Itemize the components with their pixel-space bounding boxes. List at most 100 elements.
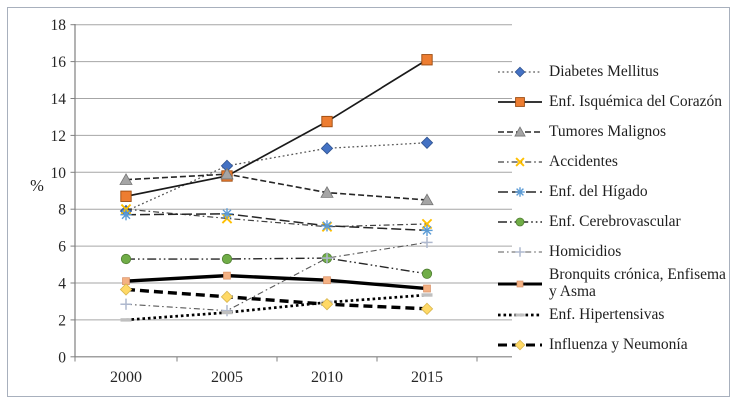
data-point-enf-isquemica-del-corazon-2000 [120, 190, 132, 202]
data-point-marker-icon [421, 293, 433, 297]
legend-item-diabetes-mellitus: Diabetes Mellitus [497, 57, 729, 87]
data-point-marker-icon [120, 190, 132, 202]
data-point-tumores-malignos-2010 [320, 185, 334, 198]
data-point-marker-icon [421, 268, 433, 279]
data-point-influenza-y-neumonia-2015 [420, 302, 434, 315]
legend-swatch-tumores-malignos [498, 126, 542, 137]
y-tick-label: 16 [51, 54, 67, 71]
legend-swatch-enf-del-higado [498, 187, 542, 197]
series-bronquits-cronica-enfisema-y-asma [122, 271, 431, 293]
legend-item-enf-cerebrovascular: Enf. Cerebrovascular [497, 207, 729, 237]
x-tick-label: 2010 [311, 369, 343, 386]
y-tick-label: 8 [58, 202, 66, 219]
data-point-diabetes-mellitus-2010 [320, 142, 334, 155]
data-point-marker-icon [420, 302, 434, 315]
data-point-marker-icon [121, 210, 131, 220]
legend-swatch-enf-cerebrovascular [498, 217, 542, 227]
data-point-marker-icon [320, 142, 334, 155]
data-point-enf-del-higado-2005 [221, 208, 233, 220]
data-point-marker-icon [322, 221, 332, 231]
series-line-homicidios [125, 241, 428, 312]
legend-swatch-homicidios [498, 247, 542, 257]
data-point-enf-hipertensivas-2015 [421, 293, 433, 297]
data-point-marker-icon [321, 115, 333, 128]
data-point-diabetes-mellitus-2015 [420, 136, 434, 149]
data-point-marker-icon [221, 310, 233, 315]
data-point-enf-hipertensivas-2005 [221, 310, 233, 315]
data-point-marker-icon [514, 66, 526, 78]
legend-label: Enf. del Hígado [549, 182, 648, 200]
series-line-enf-hipertensivas [125, 293, 428, 322]
x-tick-label: 2005 [211, 369, 243, 386]
legend-label: Diabetes Mellitus [549, 62, 659, 80]
data-point-marker-icon [423, 284, 431, 293]
series-homicidios [120, 236, 433, 317]
data-point-marker-icon [515, 217, 525, 227]
y-tick-label: 10 [51, 165, 67, 182]
y-tick-label: 2 [58, 312, 66, 329]
data-point-enf-isquemica-del-corazon-2010 [321, 115, 333, 128]
y-tick-label: 6 [58, 239, 66, 256]
legend-item-enf-del-higado: Enf. del Hígado [497, 177, 729, 207]
legend-label: Homicidios [549, 242, 622, 260]
legend-label: Influenza y Neumonía [549, 336, 688, 354]
legend-swatch-accidentes [498, 157, 542, 167]
x-tick-label: 2015 [411, 369, 443, 386]
data-point-marker-icon [515, 157, 525, 167]
y-tick-label: 14 [51, 91, 67, 108]
data-point-influenza-y-neumonia-2010 [320, 298, 334, 311]
data-point-marker-icon [119, 173, 133, 185]
data-point-homicidios-2010 [321, 252, 333, 264]
y-tick-label: 18 [51, 17, 67, 34]
y-tick-label: 0 [58, 349, 66, 366]
series-line-enf-cerebrovascular [126, 257, 428, 275]
legend-label: Enf. Hipertensivas [549, 306, 665, 324]
series-influenza-y-neumonia [119, 283, 434, 315]
series-line-enf-isquemica-del-corazon [125, 59, 428, 198]
legend-swatch-enf-isquemica-del-corazon [498, 97, 542, 107]
data-point-tumores-malignos-2015 [420, 193, 434, 206]
legend-swatch-influenza-y-neumonia [498, 340, 542, 351]
data-point-bronquits-cronica-enfisema-y-asma-2010 [323, 276, 331, 285]
data-point-enf-del-higado-2015 [421, 224, 433, 237]
legend-swatch-bronquits-cronica-enfisema-y-asma [498, 280, 542, 288]
series-line-accidentes [125, 208, 428, 228]
legend-item-accidentes: Accidentes [497, 147, 729, 177]
legend-item-enf-hipertensivas: Enf. Hipertensivas [497, 300, 729, 330]
data-point-marker-icon [516, 188, 524, 196]
legend-label: Accidentes [549, 152, 618, 170]
series-line-bronquits-cronica-enfisema-y-asma [125, 273, 428, 291]
data-point-marker-icon [320, 185, 334, 198]
data-point-enf-hipertensivas-2000 [120, 318, 132, 322]
chart-outer-frame [7, 7, 730, 397]
data-point-marker-icon [119, 283, 133, 296]
data-point-marker-icon [420, 193, 434, 206]
series-tumores-malignos [119, 167, 434, 206]
series-enf-isquemica-del-corazon [120, 54, 433, 202]
legend-item-bronquits-cronica-enfisema-y-asma: Bronquits crónica, Enfisema y Asma [497, 266, 729, 300]
chart-legend: Diabetes Mellitus Enf. Isquémica del Cora… [497, 57, 729, 360]
data-point-marker-icon [223, 271, 231, 280]
data-point-marker-icon [420, 136, 434, 149]
legend-label: Enf. Isquémica del Corazón [549, 92, 723, 110]
legend-swatch-diabetes-mellitus [498, 66, 542, 78]
y-tick-label: 4 [58, 276, 66, 293]
data-point-homicidios-2005 [221, 305, 233, 317]
legend-item-enf-isquemica-del-corazon: Enf. Isquémica del Corazón [497, 87, 729, 117]
data-point-marker-icon [514, 340, 526, 351]
data-point-homicidios-2015 [421, 236, 433, 249]
series-enf-cerebrovascular [120, 252, 433, 279]
series-enf-del-higado [120, 208, 433, 237]
legend-swatch-enf-hipertensivas [498, 314, 542, 317]
legend-label: Tumores Malignos [549, 122, 666, 140]
data-point-enf-del-higado-2000 [120, 209, 132, 221]
series-line-enf-del-higado [125, 213, 428, 232]
data-point-marker-icon [220, 167, 234, 180]
series-line-influenza-y-neumonia [125, 287, 428, 311]
data-point-marker-icon [120, 253, 132, 265]
data-point-enf-cerebrovascular-2015 [421, 268, 433, 279]
data-point-marker-icon [422, 225, 432, 235]
legend-label: Bronquits crónica, Enfisema y Asma [549, 266, 726, 300]
data-point-enf-isquemica-del-corazon-2015 [421, 54, 433, 66]
data-point-influenza-y-neumonia-2000 [119, 283, 133, 296]
